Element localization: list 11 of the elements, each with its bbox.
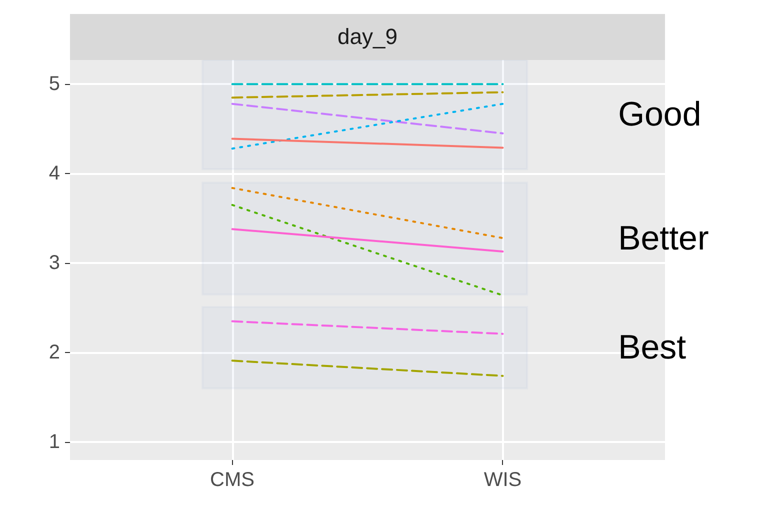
y-tick-label: 3 (48, 252, 60, 274)
x-tick-label: CMS (210, 469, 254, 491)
band-label: Best (618, 328, 687, 367)
x-tick-label: WIS (484, 469, 522, 491)
band-label: Better (618, 220, 709, 258)
y-tick-label: 5 (48, 73, 60, 96)
y-tick-label: 1 (48, 431, 60, 454)
band-label: Good (618, 96, 702, 134)
y-tick-label: 4 (48, 162, 60, 185)
y-tick-label: 2 (48, 342, 60, 364)
chart-title: day_9 (70, 14, 665, 60)
